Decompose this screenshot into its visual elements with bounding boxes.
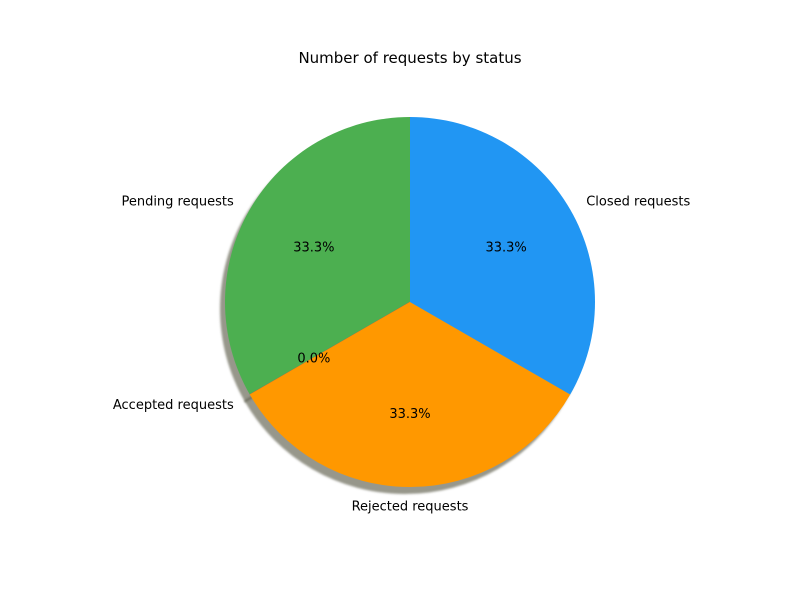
pie-slice-labels: Pending requests Accepted requests Rejecte… <box>113 194 691 514</box>
pie-percent-rejected-requests: 33.3% <box>389 407 430 422</box>
pie-percent-accepted-requests: 0.0% <box>297 352 330 367</box>
pie-percent-labels: 33.3% 0.0% 33.3% 33.3% <box>293 241 527 423</box>
pie-slice-pending-requests <box>224 117 410 395</box>
pie-label-rejected-requests: Rejected requests <box>352 500 469 515</box>
pie-label-pending-requests: Pending requests <box>121 194 234 209</box>
pie-slice-closed-requests <box>410 117 595 395</box>
pie-slices <box>224 117 595 487</box>
pie-slice-accepted-requests <box>249 301 411 395</box>
pie-percent-pending-requests: 33.3% <box>293 241 334 256</box>
pie-label-accepted-requests: Accepted requests <box>113 398 234 413</box>
pie-label-closed-requests: Closed requests <box>586 194 690 209</box>
pie-percent-closed-requests: 33.3% <box>485 241 526 256</box>
chart-title: Number of requests by status <box>298 49 521 67</box>
